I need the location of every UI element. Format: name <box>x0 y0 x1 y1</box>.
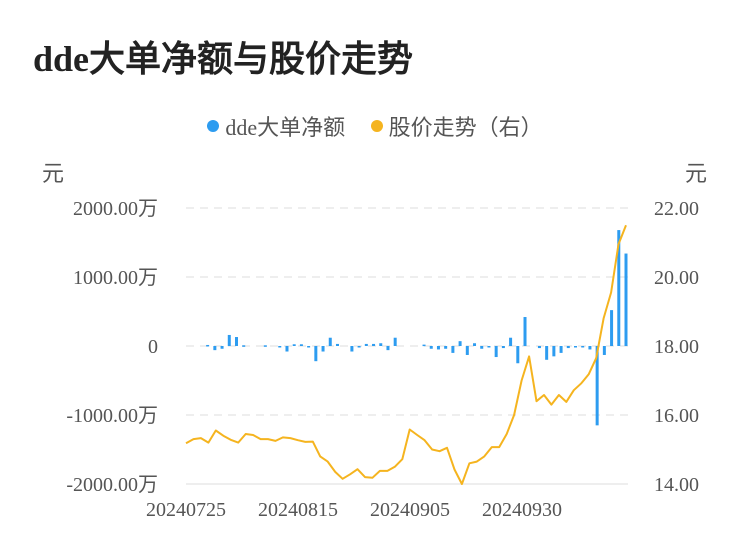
dde-bar <box>451 346 455 353</box>
dde-bar <box>509 337 513 346</box>
dde-bar <box>473 343 477 346</box>
dde-bar <box>436 346 440 350</box>
y2-tick-label: 14.00 <box>654 474 699 496</box>
dde-bar <box>227 334 231 346</box>
dde-bar <box>602 346 606 355</box>
x-tick-label: 20240930 <box>482 499 562 521</box>
dde-bar <box>357 346 361 348</box>
legend-dot-dde-icon <box>207 120 220 132</box>
dde-bar <box>429 346 433 349</box>
y2-tick-label: 16.00 <box>654 405 699 427</box>
legend-item-price[interactable]: 股价走势（右） <box>370 110 543 142</box>
legend-dot-price-icon <box>370 120 383 132</box>
dde-bar <box>379 343 383 346</box>
y-tick-label: 1000.00万 <box>73 267 158 289</box>
dde-bar <box>444 346 448 349</box>
dde-bar <box>595 346 599 426</box>
dde-bar <box>552 346 556 357</box>
dde-bar <box>624 253 628 346</box>
dde-bar <box>242 345 246 347</box>
y-tick-label: 2000.00万 <box>73 198 158 220</box>
dde-bar <box>386 346 390 351</box>
x-tick-label: 20240725 <box>146 499 226 521</box>
chart-title: dde大单净额与股价走势 <box>33 39 414 79</box>
dde-bar <box>545 346 549 360</box>
dde-bar <box>559 346 563 353</box>
dde-bar <box>220 346 224 349</box>
y2-tick-label: 18.00 <box>654 336 699 358</box>
dde-bar <box>299 344 303 346</box>
dde-bar <box>307 346 311 348</box>
chart-legend: dde大单净额 股价走势（右） <box>0 110 750 142</box>
dde-bar <box>206 344 210 347</box>
dde-bar <box>523 317 527 346</box>
price-line <box>185 224 627 485</box>
dde-bar <box>350 346 354 352</box>
y2-tick-label: 22.00 <box>654 198 699 220</box>
dde-bar <box>372 343 376 346</box>
dde-bar <box>566 346 570 349</box>
dde-bar <box>314 346 318 362</box>
dde-bar <box>328 337 332 346</box>
dde-bar <box>610 310 614 346</box>
y2-tick-label: 20.00 <box>654 267 699 289</box>
dde-bar <box>465 346 469 355</box>
dde-bar <box>263 345 267 347</box>
legend-item-dde[interactable]: dde大单净额 <box>207 110 345 142</box>
right-axis-unit: 元 <box>685 161 708 186</box>
dde-bar <box>581 346 585 348</box>
dde-bar <box>364 343 368 346</box>
dde-bar <box>234 337 238 346</box>
dde-bar <box>487 346 491 348</box>
dde-bar <box>292 344 296 346</box>
legend-label-price: 股价走势（右） <box>388 115 543 140</box>
dde-bar <box>494 346 498 358</box>
legend-label-dde: dde大单净额 <box>225 115 346 140</box>
dde-bar <box>537 346 541 349</box>
dde-bar <box>574 346 578 348</box>
x-tick-label: 20240905 <box>370 499 450 521</box>
dde-bar <box>422 344 426 347</box>
dde-bar <box>516 346 520 364</box>
left-axis-unit: 元 <box>42 161 65 186</box>
dde-bar <box>321 346 325 352</box>
dde-bar <box>213 346 217 351</box>
dde-bar <box>278 346 282 348</box>
dde-bar <box>588 346 592 350</box>
dde-bar <box>480 346 484 349</box>
dde-bar <box>501 346 505 349</box>
dde-bar <box>335 343 339 346</box>
dde-bar <box>393 337 397 346</box>
dde-bar <box>458 341 462 346</box>
dde-bar <box>285 346 289 352</box>
y-tick-label: -1000.00万 <box>66 405 158 427</box>
dde-bar <box>617 230 621 346</box>
y-tick-label: 0 <box>148 336 158 358</box>
x-tick-label: 20240815 <box>258 499 338 521</box>
y-tick-label: -2000.00万 <box>66 474 158 496</box>
